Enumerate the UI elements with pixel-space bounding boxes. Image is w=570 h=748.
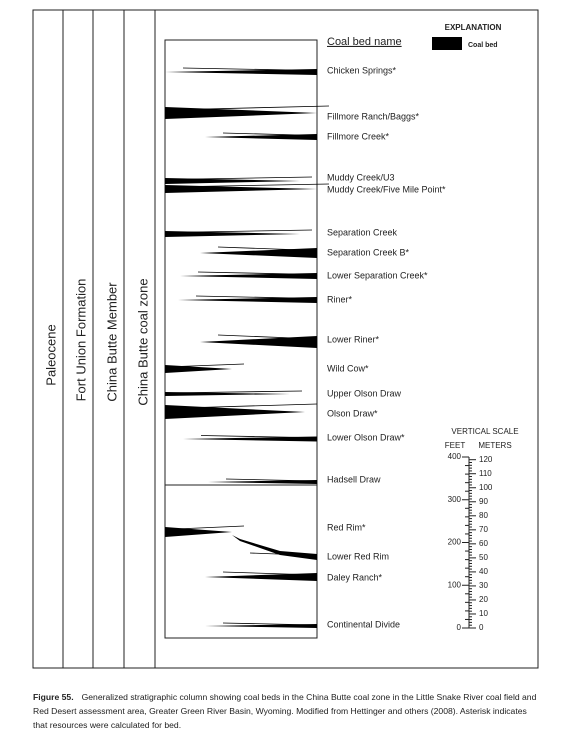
coal-stringer (164, 363, 245, 368)
legend-label: Coal bed (468, 42, 498, 49)
scale-unit: METERS (478, 441, 511, 450)
coal-stringer (217, 334, 318, 340)
bed-label: Separation Creek (327, 227, 398, 237)
coal-stringer (200, 435, 318, 439)
coal-bed (165, 185, 317, 193)
bed-label: Lower Riner* (327, 334, 380, 344)
meter-label: 70 (479, 525, 488, 534)
feet-label: 200 (448, 538, 462, 547)
frame (32, 9, 539, 669)
bed-label: Riner* (327, 294, 353, 304)
column-label: China Butte coal zone (135, 278, 150, 405)
bed-label: Chicken Springs* (327, 65, 397, 75)
meter-label: 0 (479, 623, 484, 632)
meter-label: 50 (479, 553, 488, 562)
legend-swatch (432, 37, 462, 50)
bed-label: Lower Separation Creek* (327, 270, 428, 280)
coal-stringer (249, 552, 318, 556)
coal-stringer (164, 183, 330, 188)
coal-bed (165, 178, 300, 184)
bed-label: Fillmore Creek* (327, 131, 390, 141)
column-heading: Coal bed name (327, 36, 402, 48)
coal-stringer (164, 525, 245, 530)
feet-label: 300 (448, 495, 462, 504)
coal-stringer (217, 246, 318, 251)
meter-label: 120 (479, 455, 493, 464)
coal-bed (165, 392, 290, 396)
coal-bed (205, 624, 317, 628)
coal-stringer (195, 295, 318, 299)
caption-label: Figure 55. (33, 692, 74, 702)
feet-label: 400 (448, 452, 462, 461)
coal-stringer (222, 571, 318, 576)
bed-label: Continental Divide (327, 619, 400, 629)
meter-label: 20 (479, 595, 488, 604)
bed-label: Upper Olson Draw (327, 388, 402, 398)
coal-bed (208, 480, 317, 484)
scale-title: VERTICAL SCALE (451, 427, 518, 436)
bed-label: Muddy Creek/U3 (327, 172, 395, 182)
column-label: Paleocene (43, 324, 58, 385)
meter-label: 60 (479, 539, 488, 548)
coal-bed (178, 297, 317, 303)
bed-label: Lower Olson Draw* (327, 432, 405, 442)
coal-stringer (182, 67, 318, 71)
coal-bed (205, 573, 317, 581)
coal-bed (165, 107, 317, 119)
coal-bed (165, 527, 232, 537)
coal-bed (165, 231, 300, 237)
bed-label: Wild Cow* (327, 363, 369, 373)
coal-bed (200, 336, 317, 348)
bed-label: Red Rim* (327, 522, 366, 532)
coal-stringer (164, 105, 330, 111)
column-label: Fort Union Formation (73, 279, 88, 402)
coal-bed (183, 436, 317, 442)
coal-stringer (222, 622, 318, 626)
coal-bed (232, 535, 317, 560)
meter-label: 80 (479, 511, 488, 520)
column-label: China Butte Member (104, 282, 119, 402)
meter-label: 100 (479, 483, 493, 492)
meter-label: 40 (479, 567, 488, 576)
caption: Figure 55. Generalized stratigraphic colu… (33, 690, 538, 732)
explanation-title: EXPLANATION (445, 23, 502, 32)
coal-stringer (164, 229, 313, 233)
bed-label: Lower Red Rim (327, 551, 389, 561)
bed-label: Separation Creek B* (327, 247, 410, 257)
coal-stringer (164, 176, 313, 180)
coal-stringer (225, 478, 318, 482)
meter-label: 30 (479, 581, 488, 590)
coal-bed (165, 405, 305, 419)
bed-label: Hadsell Draw (327, 474, 381, 484)
coal-bed (180, 273, 317, 279)
meter-label: 90 (479, 497, 488, 506)
coal-bed (165, 365, 232, 373)
bed-label: Daley Ranch* (327, 572, 383, 582)
coal-bed (165, 69, 317, 75)
coal-bed (200, 248, 317, 258)
feet-label: 100 (448, 580, 462, 589)
meter-label: 110 (479, 469, 492, 478)
coal-stringer (164, 403, 318, 409)
figure: Paleocene Fort Union Formation China But… (32, 9, 539, 669)
coal-stringer (164, 390, 303, 394)
bed-label: Muddy Creek/Five Mile Point* (327, 184, 446, 194)
bed-label: Fillmore Ranch/Baggs* (327, 111, 420, 121)
coal-stringer (222, 132, 318, 136)
coal-stringer (197, 271, 318, 275)
caption-text: Generalized stratigraphic column showing… (33, 692, 537, 730)
bed-label: Olson Draw* (327, 408, 378, 418)
feet-label: 0 (457, 623, 462, 632)
scale-unit: FEET (445, 441, 466, 450)
meter-label: 10 (479, 609, 488, 618)
coal-bed (205, 134, 317, 140)
